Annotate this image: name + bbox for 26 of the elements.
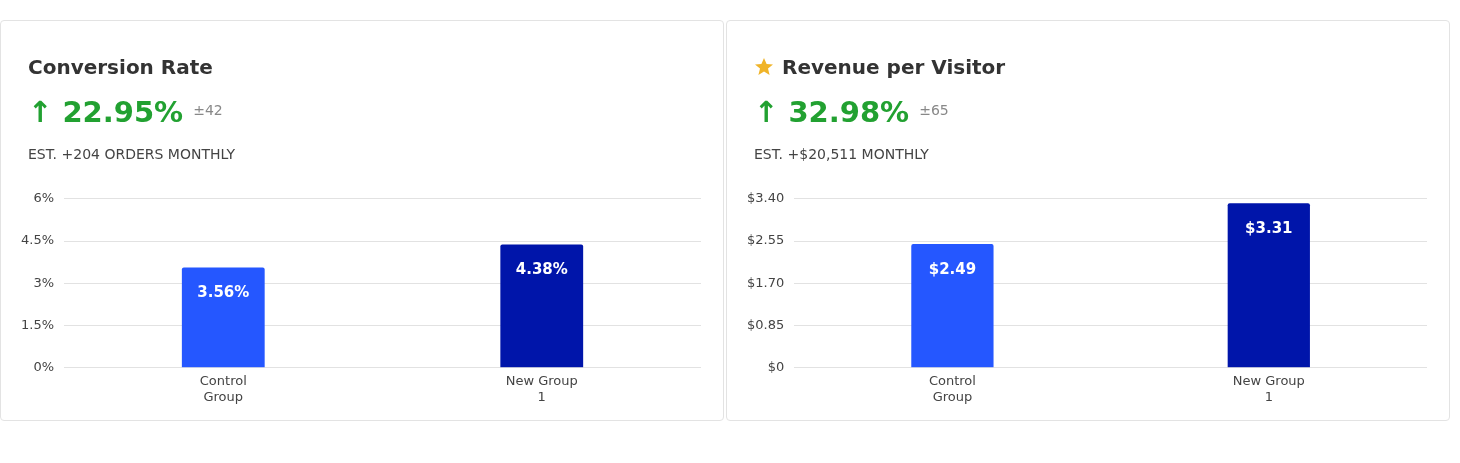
y-tick-label: $0.85 [747,316,785,332]
data-label: 3.56% [197,283,250,302]
y-tick-label: 6% [33,190,55,206]
y-tick-label: $0 [767,359,785,375]
chart-subtitle: ↑ 22.95% [28,95,184,129]
chart-subtitle: ↑ 32.98% [754,95,910,129]
x-tick-label: New Group 1 [1232,372,1305,404]
y-tick-label: 4.5% [21,232,55,248]
y-tick-label: 3% [33,274,55,290]
y-tick-label: $1.70 [747,274,785,290]
data-label: 4.38% [515,260,568,279]
chart-title: Revenue per Visitor [782,55,1006,79]
text: ±65 [919,102,949,118]
y-tick-label: 1.5% [21,316,55,332]
chart-title: Conversion Rate [28,55,213,79]
data-label: $2.49 [928,259,977,278]
text: ±42 [193,102,223,118]
text: EST. +204 ORDERS MONTHLY [28,146,236,162]
x-tick-label: Control Group [928,372,976,404]
x-tick-label: New Group 1 [505,372,578,404]
y-tick-label: $3.40 [747,190,785,206]
x-tick-label: Control Group [199,372,247,404]
y-tick-label: 0% [33,359,55,375]
data-label: $3.31 [1245,219,1293,238]
text: EST. +$20,511 MONTHLY [754,146,929,162]
y-tick-label: $2.55 [747,232,785,248]
